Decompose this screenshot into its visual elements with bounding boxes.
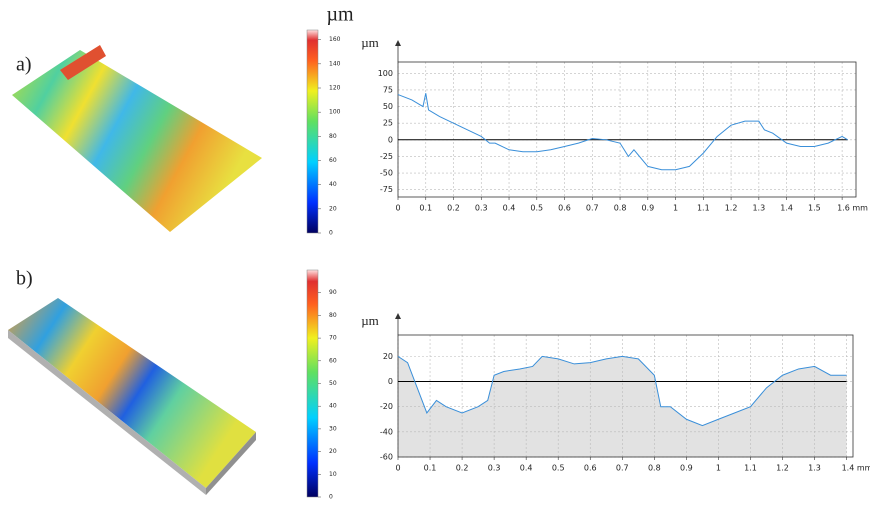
colorbar-tick-label: 60 bbox=[329, 157, 337, 164]
x-tick-label: 1.3 bbox=[808, 464, 821, 473]
x-tick-label: 0.3 bbox=[475, 204, 488, 213]
x-tick-label: 1.2 bbox=[776, 464, 789, 473]
colorbar-tick-label: 140 bbox=[329, 60, 341, 67]
y-tick-label: 0 bbox=[388, 135, 393, 144]
colorbar-tick-label: 100 bbox=[329, 109, 341, 116]
x-tick-label: 1.5 bbox=[808, 204, 821, 213]
panel-label: a) bbox=[16, 54, 32, 76]
y-tick-label: -75 bbox=[380, 185, 393, 194]
y-tick-label: 0 bbox=[388, 377, 393, 386]
x-tick-label: 0.9 bbox=[641, 204, 654, 213]
y-tick-label: 75 bbox=[383, 85, 393, 94]
x-tick-label: 0.5 bbox=[530, 204, 543, 213]
surface-a bbox=[12, 50, 262, 232]
colorbar-tick-label: 50 bbox=[329, 380, 337, 387]
y-tick-label: -20 bbox=[380, 402, 393, 411]
x-tick-label: 0.1 bbox=[419, 204, 432, 213]
colorbar-tick-label: 30 bbox=[329, 425, 337, 432]
colorbar bbox=[307, 30, 318, 233]
colorbar-tick-label: 70 bbox=[329, 335, 337, 342]
x-tick-label: 0.6 bbox=[558, 204, 571, 213]
colorbar-tick-label: 40 bbox=[329, 181, 337, 188]
colorbar-tick-label: 80 bbox=[329, 312, 337, 319]
colorbar-tick-label: 40 bbox=[329, 403, 337, 410]
x-tick-label: 0.2 bbox=[447, 204, 460, 213]
arrow-head bbox=[395, 40, 401, 46]
panel-label: b) bbox=[16, 268, 33, 290]
x-tick-label: 1.2 bbox=[725, 204, 738, 213]
x-tick-label: 1 bbox=[673, 204, 678, 213]
x-tick-label: 0.9 bbox=[680, 464, 693, 473]
x-tick-label: 0.3 bbox=[488, 464, 501, 473]
y-tick-label: -50 bbox=[380, 169, 393, 178]
surface-b bbox=[8, 298, 256, 488]
colorbar-tick-label: 60 bbox=[329, 357, 337, 364]
x-tick-label: 1.6 mm bbox=[837, 204, 868, 213]
x-tick-label: 0.8 bbox=[648, 464, 661, 473]
x-tick-label: 0.4 bbox=[503, 204, 516, 213]
colorbar-tick-label: 160 bbox=[329, 36, 341, 43]
colorbar bbox=[307, 270, 318, 497]
colorbar-tick-label: 0 bbox=[329, 230, 333, 237]
arrow-head bbox=[395, 313, 401, 319]
y-tick-label: 100 bbox=[378, 69, 393, 78]
colorbar-tick-label: 120 bbox=[329, 85, 341, 92]
x-tick-label: 0.6 bbox=[584, 464, 597, 473]
colorbar-tick-label: 20 bbox=[329, 448, 337, 455]
y-axis-label: µm bbox=[361, 313, 379, 328]
colorbar-tick-label: 80 bbox=[329, 133, 337, 140]
x-tick-label: 0.4 bbox=[520, 464, 533, 473]
profile-line bbox=[398, 93, 848, 169]
figure: a)020406080100120140160µmµm-75-50-250255… bbox=[0, 0, 870, 508]
x-tick-label: 1.4 bbox=[780, 204, 793, 213]
x-tick-label: 0.7 bbox=[586, 204, 599, 213]
y-tick-label: -25 bbox=[380, 152, 393, 161]
x-tick-label: 0.7 bbox=[616, 464, 629, 473]
y-axis-label: µm bbox=[361, 35, 379, 50]
y-tick-label: -60 bbox=[380, 453, 393, 462]
colorbar-tick-label: 20 bbox=[329, 205, 337, 212]
colorbar-tick-label: 90 bbox=[329, 289, 337, 296]
x-tick-label: 1.1 bbox=[744, 464, 757, 473]
y-tick-label: -40 bbox=[380, 427, 393, 436]
colorbar-unit: µm bbox=[326, 4, 354, 26]
x-tick-label: 1.1 bbox=[697, 204, 710, 213]
x-tick-label: 0 bbox=[395, 464, 400, 473]
x-tick-label: 1.4 mm bbox=[842, 464, 870, 473]
x-tick-label: 0 bbox=[395, 204, 400, 213]
y-tick-label: 20 bbox=[383, 352, 393, 361]
x-tick-label: 0.8 bbox=[614, 204, 627, 213]
colorbar-tick-label: 0 bbox=[329, 494, 333, 501]
y-tick-label: 50 bbox=[383, 102, 393, 111]
x-tick-label: 0.5 bbox=[552, 464, 565, 473]
x-tick-label: 1.3 bbox=[752, 204, 765, 213]
x-tick-label: 0.1 bbox=[424, 464, 437, 473]
x-tick-label: 0.2 bbox=[456, 464, 469, 473]
y-tick-label: 25 bbox=[383, 119, 393, 128]
colorbar-tick-label: 10 bbox=[329, 471, 337, 478]
x-tick-label: 1 bbox=[716, 464, 721, 473]
